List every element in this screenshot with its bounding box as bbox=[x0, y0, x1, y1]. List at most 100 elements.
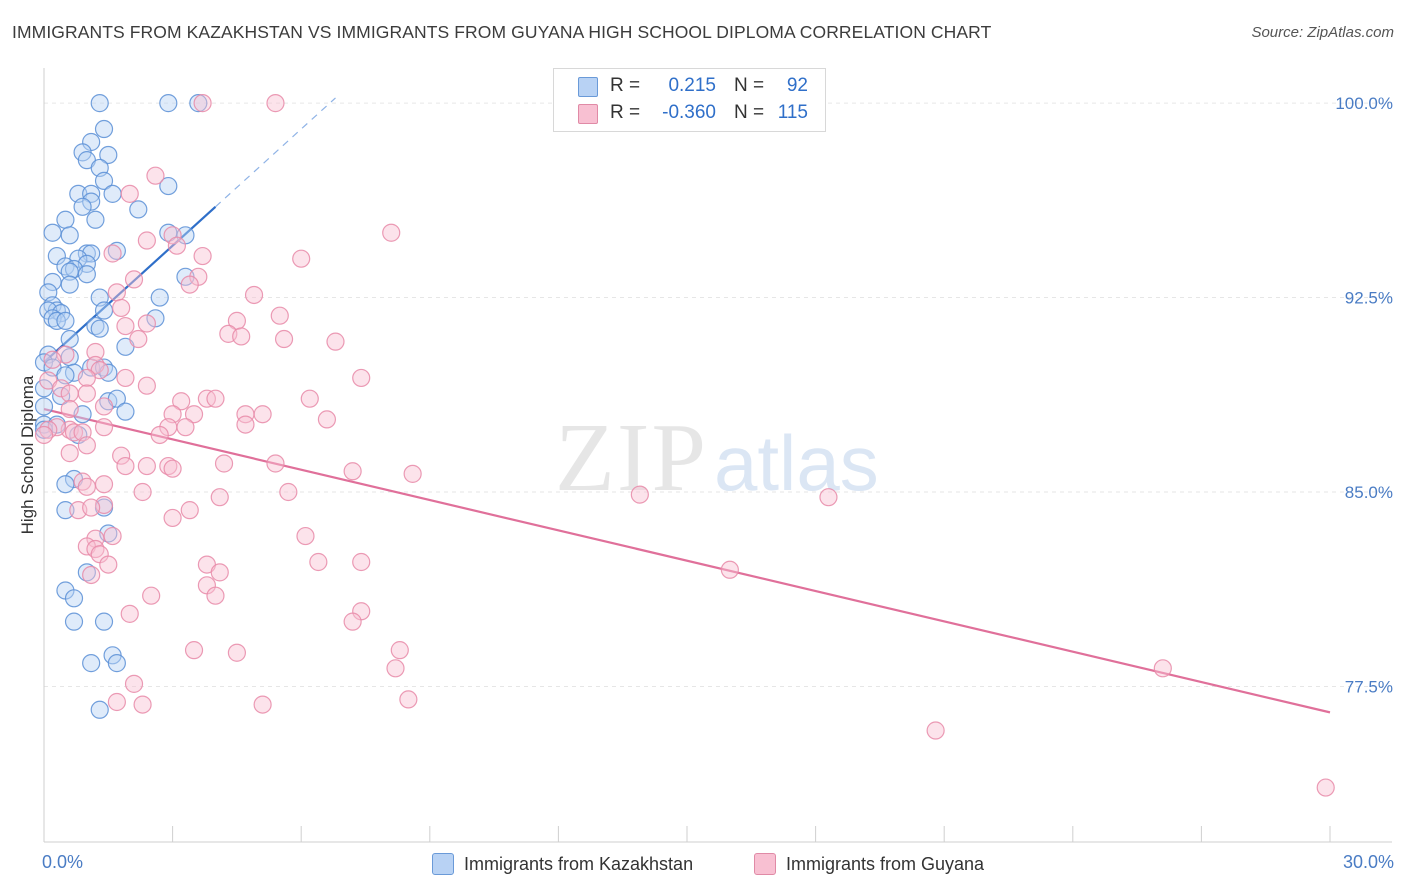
point-guyana bbox=[266, 94, 285, 113]
point-kazakhstan bbox=[146, 309, 165, 328]
point-guyana bbox=[352, 552, 371, 572]
point-guyana bbox=[107, 692, 126, 712]
point-guyana bbox=[137, 376, 156, 395]
point-kazakhstan bbox=[82, 654, 101, 673]
point-guyana bbox=[77, 384, 96, 403]
grid-layer bbox=[44, 102, 1392, 687]
point-guyana bbox=[137, 231, 156, 250]
point-guyana bbox=[382, 223, 401, 242]
point-guyana bbox=[236, 415, 255, 434]
point-kazakhstan bbox=[99, 145, 118, 165]
point-guyana bbox=[116, 316, 135, 336]
point-guyana bbox=[167, 236, 186, 255]
point-guyana bbox=[52, 379, 71, 398]
point-guyana bbox=[399, 690, 418, 709]
point-guyana bbox=[43, 350, 62, 369]
point-kazakhstan bbox=[56, 311, 75, 330]
point-kazakhstan bbox=[189, 94, 208, 113]
point-guyana bbox=[124, 270, 144, 289]
point-kazakhstan bbox=[129, 200, 148, 219]
legend-item-kazakhstan[interactable]: Immigrants from Kazakhstan bbox=[432, 852, 693, 878]
legend-item-guyana[interactable]: Immigrants from Guyana bbox=[754, 852, 984, 878]
point-guyana bbox=[86, 342, 105, 362]
point-kazakhstan bbox=[150, 288, 169, 307]
point-guyana bbox=[630, 485, 649, 504]
point-guyana bbox=[214, 454, 234, 473]
point-kazakhstan bbox=[82, 192, 101, 211]
point-guyana bbox=[206, 389, 225, 408]
point-guyana bbox=[386, 659, 405, 678]
point-guyana bbox=[60, 384, 79, 403]
point-kazakhstan bbox=[64, 612, 84, 631]
point-guyana bbox=[129, 329, 148, 349]
point-guyana bbox=[137, 456, 156, 476]
point-guyana bbox=[206, 586, 225, 605]
point-kazakhstan bbox=[60, 226, 79, 245]
point-guyana bbox=[253, 695, 272, 714]
point-guyana bbox=[120, 184, 139, 203]
point-guyana bbox=[163, 508, 182, 528]
kazakhstan-swatch bbox=[578, 77, 598, 97]
point-guyana bbox=[116, 456, 135, 476]
point-kazakhstan bbox=[90, 94, 109, 113]
point-guyana bbox=[253, 405, 272, 424]
point-kazakhstan bbox=[90, 700, 109, 719]
legend-label-guyana: Immigrants from Guyana bbox=[786, 854, 985, 874]
stats-row-guyana: R = -0.360 N = 115 bbox=[554, 100, 825, 126]
point-guyana bbox=[193, 94, 212, 113]
point-kazakhstan bbox=[94, 171, 114, 190]
point-guyana bbox=[82, 565, 101, 585]
point-kazakhstan bbox=[86, 210, 105, 229]
point-guyana bbox=[279, 482, 298, 502]
point-kazakhstan bbox=[159, 94, 178, 113]
chart-title: IMMIGRANTS FROM KAZAKHSTAN VS IMMIGRANTS… bbox=[12, 22, 992, 42]
guyana-swatch bbox=[578, 104, 598, 124]
r-label: R = bbox=[610, 102, 641, 123]
y-tick-label: 85.0% bbox=[1345, 483, 1393, 502]
point-guyana bbox=[163, 226, 182, 245]
point-guyana bbox=[343, 462, 362, 481]
point-guyana bbox=[180, 501, 199, 520]
point-kazakhstan bbox=[60, 275, 79, 294]
point-guyana bbox=[343, 612, 362, 631]
point-guyana bbox=[210, 563, 229, 582]
point-kazakhstan bbox=[34, 397, 54, 416]
point-guyana bbox=[270, 306, 289, 325]
point-kazakhstan bbox=[56, 501, 75, 520]
legend-swatch-guyana bbox=[754, 852, 776, 875]
point-kazakhstan bbox=[94, 612, 114, 631]
point-guyana bbox=[184, 641, 204, 660]
point-guyana bbox=[172, 392, 191, 411]
point-guyana bbox=[150, 425, 169, 445]
stats-box: R = 0.215 N = 92 R = -0.360 N = 115 bbox=[553, 68, 826, 132]
point-guyana bbox=[193, 246, 212, 266]
point-guyana bbox=[94, 475, 114, 494]
point-guyana bbox=[244, 285, 264, 305]
point-layer bbox=[34, 94, 1335, 797]
legend: Immigrants from Kazakhstan Immigrants fr… bbox=[0, 852, 1406, 878]
point-kazakhstan bbox=[94, 119, 114, 139]
point-kazakhstan bbox=[103, 184, 122, 203]
point-guyana bbox=[1153, 659, 1172, 678]
point-guyana bbox=[94, 418, 114, 437]
point-guyana bbox=[180, 275, 199, 294]
x-tick-label-min: 0.0% bbox=[42, 852, 84, 872]
point-guyana bbox=[163, 459, 182, 478]
legend-label-kazakhstan: Immigrants from Kazakhstan bbox=[464, 854, 694, 874]
point-kazakhstan bbox=[73, 197, 92, 216]
point-kazakhstan bbox=[82, 184, 101, 203]
point-guyana bbox=[1316, 778, 1335, 797]
r-value: -0.360 bbox=[662, 102, 716, 123]
point-kazakhstan bbox=[77, 265, 96, 284]
point-guyana bbox=[82, 498, 101, 517]
point-guyana bbox=[227, 643, 246, 662]
point-guyana bbox=[103, 244, 122, 263]
stats-row-kazakhstan: R = 0.215 N = 92 bbox=[554, 73, 825, 99]
n-label: N = bbox=[734, 102, 765, 123]
r-label: R = bbox=[610, 75, 641, 96]
y-tick-label: 77.5% bbox=[1345, 677, 1393, 696]
point-guyana bbox=[403, 464, 422, 483]
n-value: 115 bbox=[777, 102, 808, 123]
point-guyana bbox=[77, 368, 96, 388]
point-guyana bbox=[296, 526, 315, 546]
